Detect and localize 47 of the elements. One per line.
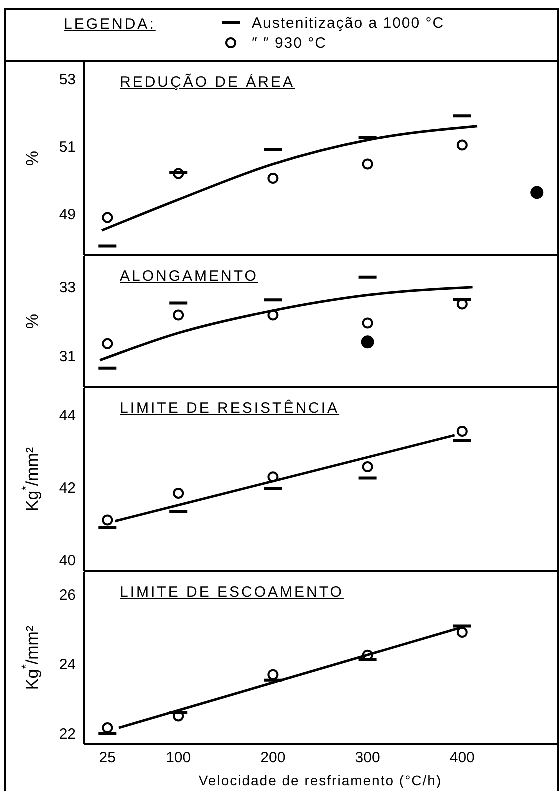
point [361, 336, 374, 349]
x-tick-label: 25 [99, 750, 116, 767]
point [268, 472, 279, 483]
y-tick-label: 53 [59, 71, 76, 88]
line-series [98, 286, 474, 362]
text: ALONGAMENTO [120, 268, 258, 285]
legend-title: LEGENDA: [64, 16, 156, 33]
point [102, 514, 114, 526]
legend-label: Austenitização a 1000 °C [252, 14, 445, 32]
text: LIMITE DE RESISTÊNCIA [120, 400, 340, 417]
y-tick-label: 42 [59, 480, 76, 497]
point [102, 338, 114, 350]
point [362, 158, 374, 170]
text: REDUÇÃO DE ÁREA [120, 74, 296, 91]
point [173, 710, 184, 722]
x-tick-label: 200 [260, 750, 286, 767]
y-tick-label: 40 [59, 552, 76, 570]
point [362, 462, 374, 472]
y-axis-title: % [23, 150, 42, 166]
line-series [100, 125, 479, 232]
y-tick-label: 22 [59, 726, 76, 743]
point [456, 426, 468, 437]
point [268, 172, 279, 184]
point [102, 212, 114, 224]
point [268, 310, 279, 321]
y-tick-label: 49 [59, 206, 76, 224]
point [530, 186, 544, 200]
y-axis-title: % [23, 314, 42, 330]
y-tick-label: 44 [59, 408, 76, 425]
point [456, 140, 468, 151]
y-tick-label: 31 [59, 348, 76, 366]
x-axis-title: Velocidade de resfriamento (°C/h) [198, 772, 442, 789]
point [362, 318, 374, 329]
y-tick-label: 26 [59, 586, 76, 604]
point [456, 626, 468, 638]
point [102, 722, 114, 734]
x-tick-label: 100 [166, 750, 192, 767]
y-tick-label: 51 [59, 138, 76, 156]
y-tick-label: 33 [59, 279, 76, 296]
point [268, 669, 279, 680]
text: LIMITE DE ESCOAMENTO [120, 584, 344, 601]
x-tick-label: 400 [450, 750, 475, 767]
legend-label: ″ ″ 930 °C [252, 34, 327, 52]
y-tick-label: 24 [59, 656, 76, 674]
point [173, 310, 184, 321]
x-tick-label: 300 [355, 750, 380, 767]
point [173, 488, 184, 499]
